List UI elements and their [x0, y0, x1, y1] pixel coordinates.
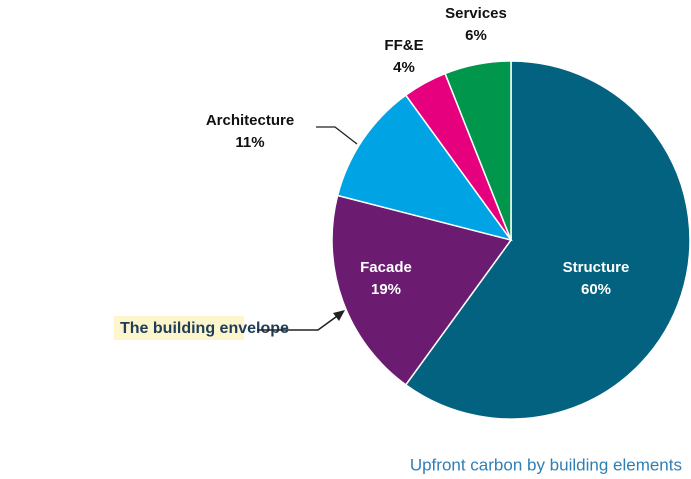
slice-label: FF&E [384, 37, 423, 54]
wedge [331, 194, 513, 386]
value-label: 11% [235, 134, 264, 151]
caption: Upfront carbon by building elements [410, 455, 682, 474]
value-label: 19% [371, 281, 401, 298]
value-label: 4% [393, 59, 415, 76]
slice-label: Services [445, 5, 507, 22]
arrow-head [333, 310, 345, 321]
pie [331, 60, 691, 420]
slice-label: Facade [360, 259, 412, 276]
wedge [336, 94, 513, 242]
value-label: 6% [465, 27, 487, 44]
slice-label: Structure [563, 259, 630, 276]
annotation-highlight [114, 316, 244, 340]
wedge [444, 60, 512, 241]
leader-line [316, 126, 358, 145]
slice-label: Architecture [206, 112, 294, 129]
value-label: 60% [581, 281, 611, 298]
annotation-arrow [257, 313, 341, 331]
annotation: The building envelope [120, 320, 289, 337]
wedge [404, 60, 691, 420]
